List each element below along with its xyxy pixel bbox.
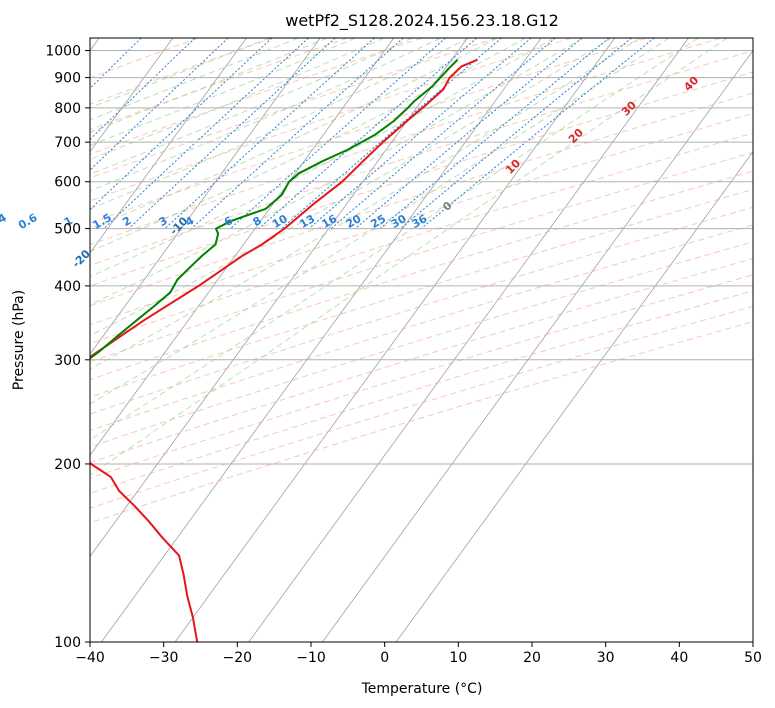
moist-adiabat-line (90, 38, 612, 337)
y-axis-label: Pressure (hPa) (11, 290, 27, 390)
pressure-grid (90, 50, 753, 642)
mixing-ratio-line (330, 38, 556, 229)
x-tick-label: −20 (223, 650, 253, 666)
mixing-ratio-line (90, 38, 273, 211)
dry-adiabat-line (90, 305, 753, 509)
mixing-ratio-label: 2 (120, 214, 133, 229)
mixing-ratio-line (90, 38, 92, 40)
moist-adiabat-label: 10 (503, 156, 523, 176)
mixing-ratio-line (308, 38, 532, 229)
mixing-ratio-line (258, 38, 477, 229)
mixing-ratio-line (400, 38, 632, 229)
mixing-ratio-line (90, 38, 196, 141)
x-axis-ticks: −40 −30 −20 −10 0 10 20 30 40 50 (75, 642, 762, 666)
mixing-ratio-line (90, 38, 142, 90)
moist-adiabat-line (90, 38, 299, 121)
moist-adiabat-line (90, 38, 413, 175)
x-tick-label: 40 (670, 650, 688, 666)
moist-adiabat-label: 20 (566, 126, 586, 146)
dry-adiabat-line (90, 132, 753, 345)
x-tick-label: 30 (597, 650, 615, 666)
x-tick-label: 50 (744, 650, 762, 666)
dry-adiabat-line (90, 38, 423, 155)
dry-adiabat-line (90, 38, 572, 202)
x-tick-label: 0 (380, 650, 389, 666)
moist-adiabat-line (90, 38, 555, 278)
isotherm-line (90, 38, 174, 153)
mixing-ratio-label: 0.4 (0, 211, 9, 232)
x-tick-label: −10 (296, 650, 326, 666)
moist-adiabat-line (90, 38, 670, 405)
y-tick-label: 200 (54, 457, 81, 473)
mixing-ratio-line (420, 38, 655, 229)
x-tick-label: 10 (449, 650, 467, 666)
y-tick-label: 500 (54, 222, 81, 238)
y-tick-label: 700 (54, 135, 81, 151)
dry-adiabat-line (90, 224, 753, 432)
x-axis-label: Temperature (°C) (361, 681, 483, 697)
moist-adiabat-label: 40 (681, 74, 701, 94)
mixing-ratio-line (164, 38, 375, 229)
x-tick-label: −40 (75, 650, 105, 666)
moist-adiabat-line (90, 38, 728, 476)
isotherm-line (174, 38, 616, 642)
dry-adiabat-line (90, 38, 273, 105)
dry-adiabat-line (90, 71, 753, 287)
isotherm-line (90, 38, 247, 254)
x-tick-label: 20 (523, 650, 541, 666)
dewpoint-profile-line (90, 58, 459, 360)
dry-adiabat-line (90, 241, 753, 448)
mixing-ratio-line (354, 38, 583, 229)
dry-adiabat-line (90, 170, 753, 381)
moist-adiabat-line (90, 38, 328, 133)
mixing-ratio-line (191, 38, 404, 229)
temperature-profile-line (90, 58, 478, 642)
mixing-ratio-label: 8 (251, 214, 264, 229)
mixing-ratio-line (379, 38, 610, 229)
dry-adiabat-line (90, 92, 753, 307)
isotherm-line (248, 38, 689, 642)
dry-adiabat-line (90, 151, 753, 363)
y-tick-label: 300 (54, 353, 81, 369)
dry-adiabat-line (90, 38, 497, 179)
moist-adiabat-line (90, 38, 641, 370)
dry-adiabat-line (90, 274, 753, 479)
mixing-ratio-line (103, 38, 309, 229)
y-tick-label: 800 (54, 101, 81, 117)
isotherm-line (322, 49, 753, 642)
moist-adiabat-line (90, 38, 699, 441)
chart-title: wetPf2_S128.2024.156.23.18.G12 (285, 11, 559, 31)
dry-adiabat-line (90, 38, 721, 246)
mixing-ratio-label: 6 (222, 214, 235, 229)
dry-adiabat-line (90, 112, 753, 326)
plot-frame (89, 37, 754, 643)
mixing-ratio-line (230, 38, 446, 229)
y-tick-label: 100 (54, 635, 81, 651)
isotherm-line (395, 151, 753, 642)
isotherm-line (90, 38, 395, 456)
mixing-ratio-line (128, 38, 336, 229)
background-reference-lines (90, 38, 753, 642)
dry-adiabat-line (90, 321, 753, 524)
moist-adiabat-line (90, 38, 583, 306)
x-tick-label: −30 (149, 650, 179, 666)
y-tick-label: 400 (54, 279, 81, 295)
moist-adiabat-line (90, 38, 270, 109)
mixing-ratio-line (90, 38, 229, 171)
mixing-ratio-label: 0.6 (16, 211, 40, 232)
profile-series (90, 58, 478, 642)
isotherm-line (90, 38, 468, 558)
moist-adiabat-line (90, 38, 441, 192)
y-tick-label: 1000 (45, 44, 81, 60)
isotherm-line (90, 38, 321, 355)
reference-line-labels: 0.10.20.40.611.52346810131620253036-100-… (0, 74, 702, 271)
y-tick-label: 900 (54, 71, 81, 87)
y-axis-ticks: 1000 900 800 700 600 500 400 300 200 100 (45, 44, 90, 651)
y-tick-label: 600 (54, 175, 81, 191)
moist-adiabat-label: 30 (619, 98, 639, 118)
